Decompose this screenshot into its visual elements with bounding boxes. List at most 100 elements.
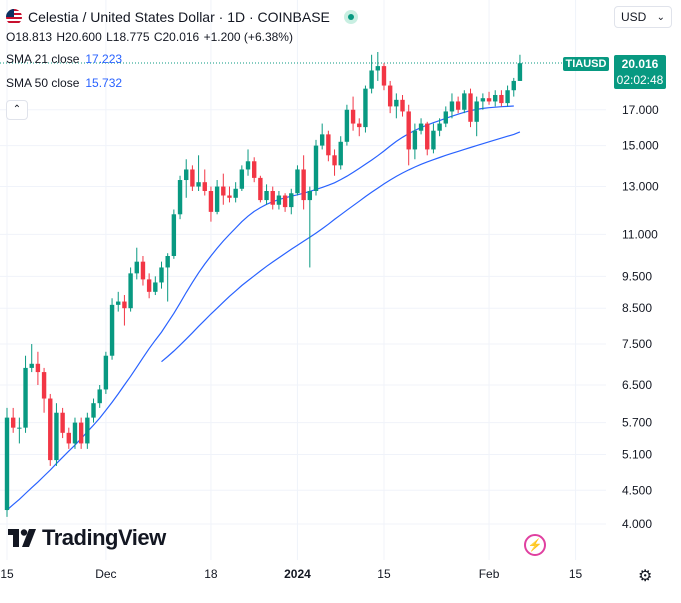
candle	[103, 351, 109, 394]
symbol-header[interactable]: Celestia / United States Dollar · 1D · C…	[6, 6, 358, 28]
tradingview-logo[interactable]: TradingView	[8, 525, 166, 551]
chevron-up-icon: ⌃	[12, 104, 22, 115]
candle	[97, 385, 102, 408]
change-value: +1.200 (+6.38%)	[203, 30, 293, 44]
candle-body	[468, 93, 473, 122]
candle	[468, 88, 473, 128]
candle	[412, 123, 418, 160]
candle	[295, 165, 300, 196]
candle	[41, 367, 47, 413]
x-tick-label: 2024	[284, 567, 311, 581]
candle	[307, 186, 313, 268]
candle	[54, 403, 59, 466]
candle	[282, 193, 288, 212]
candle-body	[443, 111, 448, 124]
candle	[443, 106, 448, 128]
x-tick-label: 15	[0, 567, 14, 581]
y-tick-label: 5.700	[622, 416, 652, 430]
ohlc-values: O18.813 H20.600 L18.775 C20.016 +1.200 (…	[6, 30, 294, 44]
candle	[505, 85, 510, 107]
candle	[431, 123, 436, 154]
candle	[10, 407, 16, 433]
y-tick-label: 9.500	[622, 269, 652, 283]
currency-select[interactable]: USD ⌄	[614, 6, 672, 28]
candle-body	[505, 90, 510, 104]
candle-body	[245, 161, 251, 170]
candle-body	[332, 155, 337, 166]
candle	[319, 123, 325, 150]
candle-body	[190, 169, 195, 187]
candle-body	[493, 94, 498, 102]
candle-body	[437, 123, 442, 131]
last-price-tag: 20.016 02:02:48	[614, 55, 666, 89]
us-flag-icon	[6, 9, 22, 25]
candle-body	[313, 145, 319, 191]
gear-icon[interactable]: ⚙	[638, 568, 653, 585]
y-tick-label: 11.000	[622, 227, 658, 241]
candle	[301, 155, 306, 210]
candle	[363, 85, 368, 133]
candle-body	[214, 186, 220, 212]
candle-body	[326, 134, 331, 156]
candle-body	[171, 214, 177, 257]
candle	[48, 393, 53, 466]
candle	[109, 298, 115, 360]
candle	[214, 180, 220, 215]
candle-body	[29, 363, 34, 368]
candle-body	[128, 273, 133, 309]
candle	[406, 104, 411, 166]
candle-body	[363, 88, 368, 128]
candle	[264, 184, 269, 205]
last-price-value: 20.016	[621, 57, 659, 71]
candle-body	[116, 301, 121, 305]
candle-body	[480, 98, 486, 102]
candle-body	[412, 130, 418, 150]
candle-body	[109, 304, 115, 356]
candle	[208, 186, 214, 222]
candle	[140, 256, 146, 286]
candle	[425, 121, 430, 156]
candle	[369, 54, 374, 94]
indicator-sma21[interactable]: SMA 21 close 17.223	[6, 52, 122, 66]
indicator-sma50[interactable]: SMA 50 close 15.732	[6, 76, 122, 90]
candle	[134, 247, 139, 280]
candle-body	[91, 403, 96, 418]
candle-body	[103, 355, 109, 390]
close-value: C20.016	[153, 30, 200, 44]
candle	[177, 175, 183, 220]
candle-body	[41, 372, 47, 399]
candle	[227, 186, 232, 203]
candle	[394, 93, 399, 119]
candle-body	[486, 98, 492, 102]
candle	[72, 417, 78, 449]
candle-body	[350, 109, 356, 124]
lightning-icon[interactable]: ⚡	[524, 534, 546, 556]
candle-body	[381, 66, 387, 86]
candle-body	[307, 190, 313, 201]
candle	[381, 63, 387, 91]
candle-body	[97, 389, 102, 404]
candle-body	[264, 190, 269, 201]
candle-body	[17, 427, 22, 429]
candle-body	[511, 80, 516, 91]
candle	[17, 417, 22, 444]
candle	[338, 136, 343, 170]
candle-body	[282, 195, 288, 208]
indicator-label: SMA 50 close	[6, 76, 80, 90]
collapse-indicators-button[interactable]: ⌃	[6, 100, 28, 120]
candle	[418, 118, 424, 135]
candle-body	[208, 190, 214, 212]
candle	[78, 417, 84, 449]
candle-body	[369, 70, 374, 89]
symbol-title: Celestia / United States Dollar · 1D · C…	[28, 9, 330, 25]
chevron-down-icon: ⌄	[656, 11, 665, 23]
candle-body	[517, 63, 523, 81]
candle-body	[289, 193, 294, 208]
candle	[221, 173, 226, 205]
candle	[116, 291, 121, 312]
candle	[499, 90, 504, 107]
candle	[486, 91, 492, 105]
y-tick-label: 17.000	[622, 103, 659, 117]
candle	[313, 139, 319, 196]
